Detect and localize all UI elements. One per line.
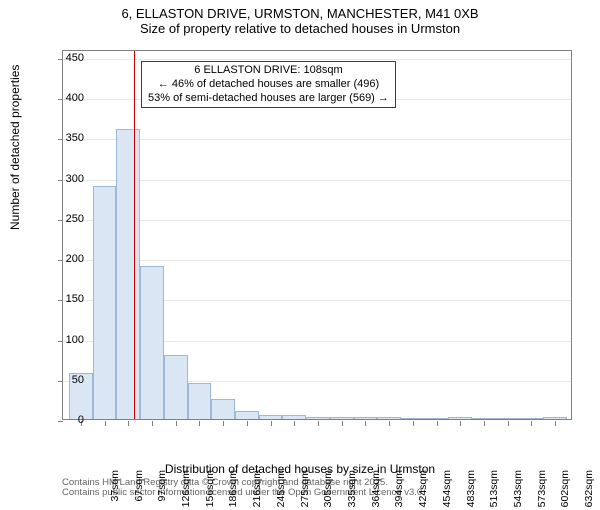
ytick-mark [58, 260, 63, 261]
xtick-mark [342, 421, 343, 426]
xtick-label: 335sqm [346, 470, 358, 510]
xtick-mark [508, 421, 509, 426]
xtick-label: 483sqm [465, 470, 477, 510]
xtick-label: 364sqm [370, 470, 382, 510]
histogram-bar [93, 186, 117, 419]
histogram-bar [306, 417, 330, 419]
callout-box: 6 ELLASTON DRIVE: 108sqm← 46% of detache… [141, 61, 396, 108]
xtick-label: 37sqm [109, 470, 121, 510]
xtick-label: 245sqm [275, 470, 287, 510]
xtick-label: 454sqm [441, 470, 453, 510]
ytick-mark [58, 99, 63, 100]
histogram-bar [330, 417, 354, 419]
ytick-label: 350 [66, 132, 84, 144]
xtick-mark [247, 421, 248, 426]
title-subtitle: Size of property relative to detached ho… [0, 21, 600, 36]
histogram-bar [496, 418, 520, 419]
xtick-label: 305sqm [322, 470, 334, 510]
ytick-label: 150 [66, 293, 84, 305]
xtick-label: 573sqm [536, 470, 548, 510]
xtick-label: 156sqm [204, 470, 216, 510]
xtick-mark [152, 421, 153, 426]
xtick-mark [199, 421, 200, 426]
xtick-mark [105, 421, 106, 426]
xtick-label: 632sqm [583, 470, 595, 510]
xtick-mark [555, 421, 556, 426]
xtick-label: 126sqm [180, 470, 192, 510]
histogram-bar [377, 417, 401, 419]
chart-area: 6 ELLASTON DRIVE: 108sqm← 46% of detache… [62, 50, 572, 420]
xtick-mark [389, 421, 390, 426]
xtick-mark [223, 421, 224, 426]
xtick-mark [460, 421, 461, 426]
ytick-mark [58, 341, 63, 342]
xtick-label: 543sqm [512, 470, 524, 510]
title-block: 6, ELLASTON DRIVE, URMSTON, MANCHESTER, … [0, 0, 600, 36]
histogram-bar [116, 129, 140, 419]
xtick-mark [318, 421, 319, 426]
callout-line-3: 53% of semi-detached houses are larger (… [148, 92, 389, 106]
xtick-mark [271, 421, 272, 426]
xtick-mark [484, 421, 485, 426]
histogram-bar [401, 418, 425, 419]
xtick-mark [437, 421, 438, 426]
xtick-label: 186sqm [227, 470, 239, 510]
histogram-bar [425, 418, 449, 419]
xtick-mark [531, 421, 532, 426]
histogram-bar [259, 415, 283, 419]
xtick-mark [365, 421, 366, 426]
plot-area: 6 ELLASTON DRIVE: 108sqm← 46% of detache… [62, 50, 572, 420]
xtick-label: 275sqm [299, 470, 311, 510]
xtick-mark [294, 421, 295, 426]
histogram-bar [472, 418, 496, 419]
histogram-bar [164, 355, 188, 419]
callout-line-1: 6 ELLASTON DRIVE: 108sqm [148, 64, 389, 78]
ytick-label: 300 [66, 173, 84, 185]
ytick-label: 200 [66, 253, 84, 265]
xtick-label: 216sqm [251, 470, 263, 510]
reference-line [134, 51, 135, 419]
histogram-bar [282, 415, 306, 419]
ytick-mark [58, 139, 63, 140]
xtick-label: 513sqm [488, 470, 500, 510]
histogram-bar [543, 417, 567, 419]
ytick-mark [58, 180, 63, 181]
histogram-bar [520, 418, 544, 419]
title-address: 6, ELLASTON DRIVE, URMSTON, MANCHESTER, … [0, 6, 600, 21]
ytick-label: 100 [66, 334, 84, 346]
xtick-label: 97sqm [156, 470, 168, 510]
ytick-mark [58, 220, 63, 221]
histogram-bar [448, 417, 472, 419]
gridline [63, 59, 571, 60]
ytick-mark [58, 59, 63, 60]
histogram-bar [211, 399, 235, 419]
xtick-mark [128, 421, 129, 426]
histogram-bar [235, 411, 259, 419]
histogram-bar [354, 417, 378, 419]
xtick-label: 424sqm [417, 470, 429, 510]
histogram-bar [140, 266, 164, 419]
ytick-label: 50 [72, 374, 84, 386]
xtick-mark [413, 421, 414, 426]
xtick-label: 602sqm [559, 470, 571, 510]
xtick-mark [176, 421, 177, 426]
ytick-label: 450 [66, 52, 84, 64]
histogram-bar [188, 383, 212, 419]
ytick-label: 400 [66, 92, 84, 104]
xtick-label: 394sqm [393, 470, 405, 510]
ytick-label: 250 [66, 213, 84, 225]
xtick-label: 67sqm [133, 470, 145, 510]
ytick-label: 0 [78, 414, 84, 426]
ytick-mark [58, 381, 63, 382]
ytick-mark [58, 300, 63, 301]
ytick-mark [58, 421, 63, 422]
callout-line-2: ← 46% of detached houses are smaller (49… [148, 78, 389, 92]
y-axis-label: Number of detached properties [8, 65, 22, 230]
